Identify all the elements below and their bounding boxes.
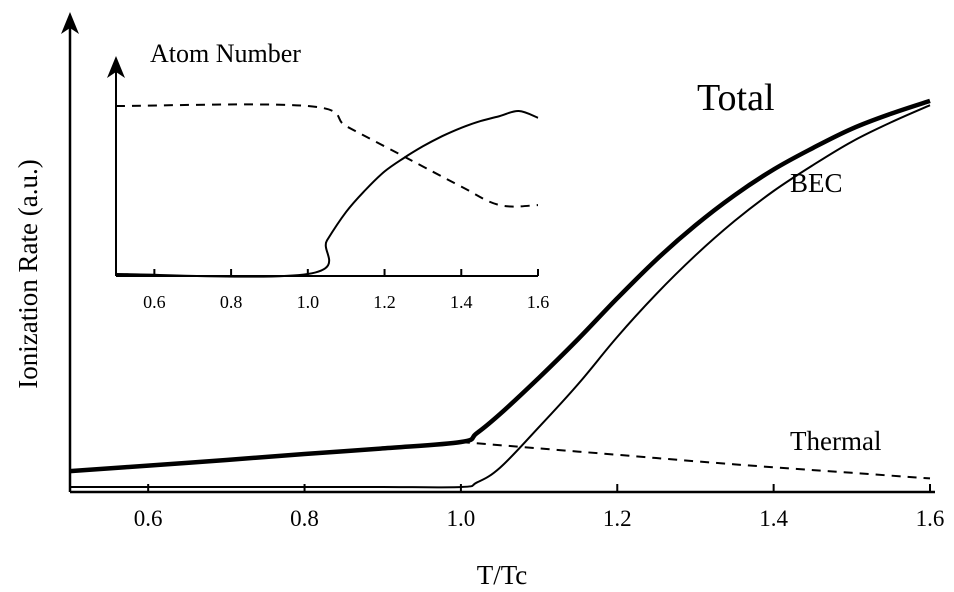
inset-title: Atom Number xyxy=(150,39,301,68)
main-series-total-line xyxy=(69,98,931,474)
total-series-label: Total xyxy=(697,77,775,119)
thermal-series-label: Thermal xyxy=(790,426,881,456)
main-x-tick-label: 1.6 xyxy=(916,506,945,531)
bec-series-label: BEC xyxy=(790,168,843,198)
inset-series-solid-1-line xyxy=(115,109,539,278)
inset-x-tick-label: 0.6 xyxy=(143,292,166,312)
main-series-thermal-line xyxy=(460,441,931,480)
main-y-axis-label: Ionization Rate (a.u.) xyxy=(13,159,43,388)
main-x-tick-label: 1.0 xyxy=(447,506,476,531)
main-y-axis-arrow-icon xyxy=(61,12,79,34)
main-x-tick-label: 1.4 xyxy=(759,506,788,531)
inset-y-axis-arrow-icon xyxy=(107,56,125,78)
main-series-bec-line xyxy=(69,104,931,489)
inset-x-tick-label: 1.0 xyxy=(297,292,320,312)
main-x-tick-label: 0.6 xyxy=(134,506,163,531)
inset-axes: 0.6 0.8 1.0 1.2 1.4 1.6 Atom Number xyxy=(107,39,549,312)
inset-x-ticks: 0.6 0.8 1.0 1.2 1.4 1.6 xyxy=(143,269,549,312)
main-x-ticks: 0.6 0.8 1.0 1.2 1.4 1.6 xyxy=(134,484,945,531)
inset-series-dashed-0-line xyxy=(115,103,539,208)
main-x-tick-label: 1.2 xyxy=(603,506,632,531)
main-x-axis-label: T/Tc xyxy=(477,560,528,590)
main-axes: 0.6 0.8 1.0 1.2 1.4 1.6 T/Tc Ionization Rate … xyxy=(13,12,944,590)
main-x-tick-label: 0.8 xyxy=(290,506,319,531)
inset-x-tick-label: 0.8 xyxy=(220,292,243,312)
inset-x-tick-label: 1.4 xyxy=(450,292,473,312)
inset-x-tick-label: 1.6 xyxy=(527,292,550,312)
inset-x-tick-label: 1.2 xyxy=(373,292,396,312)
main-series-group xyxy=(69,98,931,489)
inset-series-group xyxy=(115,103,539,278)
